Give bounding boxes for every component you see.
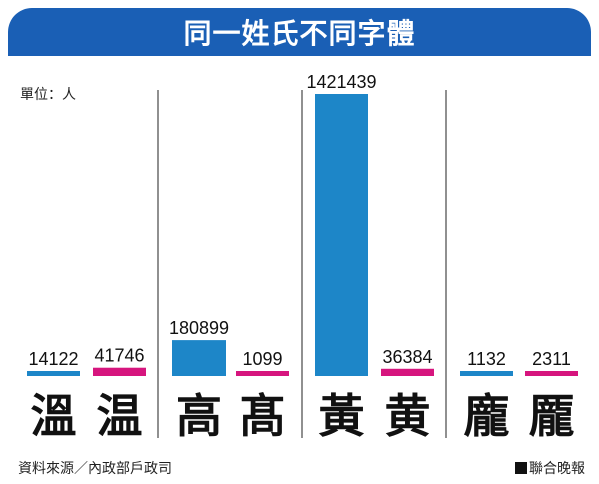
data-label-6: 36384 xyxy=(382,347,432,367)
bar-3 xyxy=(172,340,226,376)
title-banner: 同一姓氏不同字體 xyxy=(8,8,591,56)
source-note: 資料來源／內政部戶政司 xyxy=(18,461,172,477)
category-label-2: 温 xyxy=(97,389,143,443)
data-label-1: 14122 xyxy=(28,349,78,369)
category-label-1: 溫 xyxy=(31,389,77,443)
category-label-5: 黃 xyxy=(319,389,365,443)
category-label-7: 龐 xyxy=(464,389,510,443)
category-label-4: 髙 xyxy=(240,389,286,443)
data-label-3: 180899 xyxy=(169,318,229,338)
bar-8 xyxy=(525,371,578,376)
data-label-5: 1421439 xyxy=(306,72,376,92)
data-label-4: 1099 xyxy=(242,349,282,369)
credit-square-icon xyxy=(515,462,527,474)
bar-chart: 14122 溫 41746 温 180899 高 1099 髙 1421439 黃 36384 黄 11… xyxy=(27,72,578,443)
publisher-name: 聯合晚報 xyxy=(529,461,585,477)
publisher-credit: 聯合晚報 xyxy=(515,458,585,478)
bar-4 xyxy=(236,371,289,376)
category-label-8: 龎 xyxy=(529,389,575,443)
data-label-8: 2311 xyxy=(532,349,571,369)
bar-1 xyxy=(27,371,80,376)
unit-label: 單位：人 xyxy=(20,87,76,103)
chart-title: 同一姓氏不同字體 xyxy=(183,17,416,50)
category-label-6: 黄 xyxy=(385,389,431,443)
data-label-7: 1132 xyxy=(467,349,506,369)
bar-5 xyxy=(315,94,368,376)
bar-7 xyxy=(460,371,513,376)
bar-2 xyxy=(93,367,146,376)
category-label-3: 高 xyxy=(176,389,222,443)
bar-6 xyxy=(381,368,434,376)
data-label-2: 41746 xyxy=(94,346,144,366)
